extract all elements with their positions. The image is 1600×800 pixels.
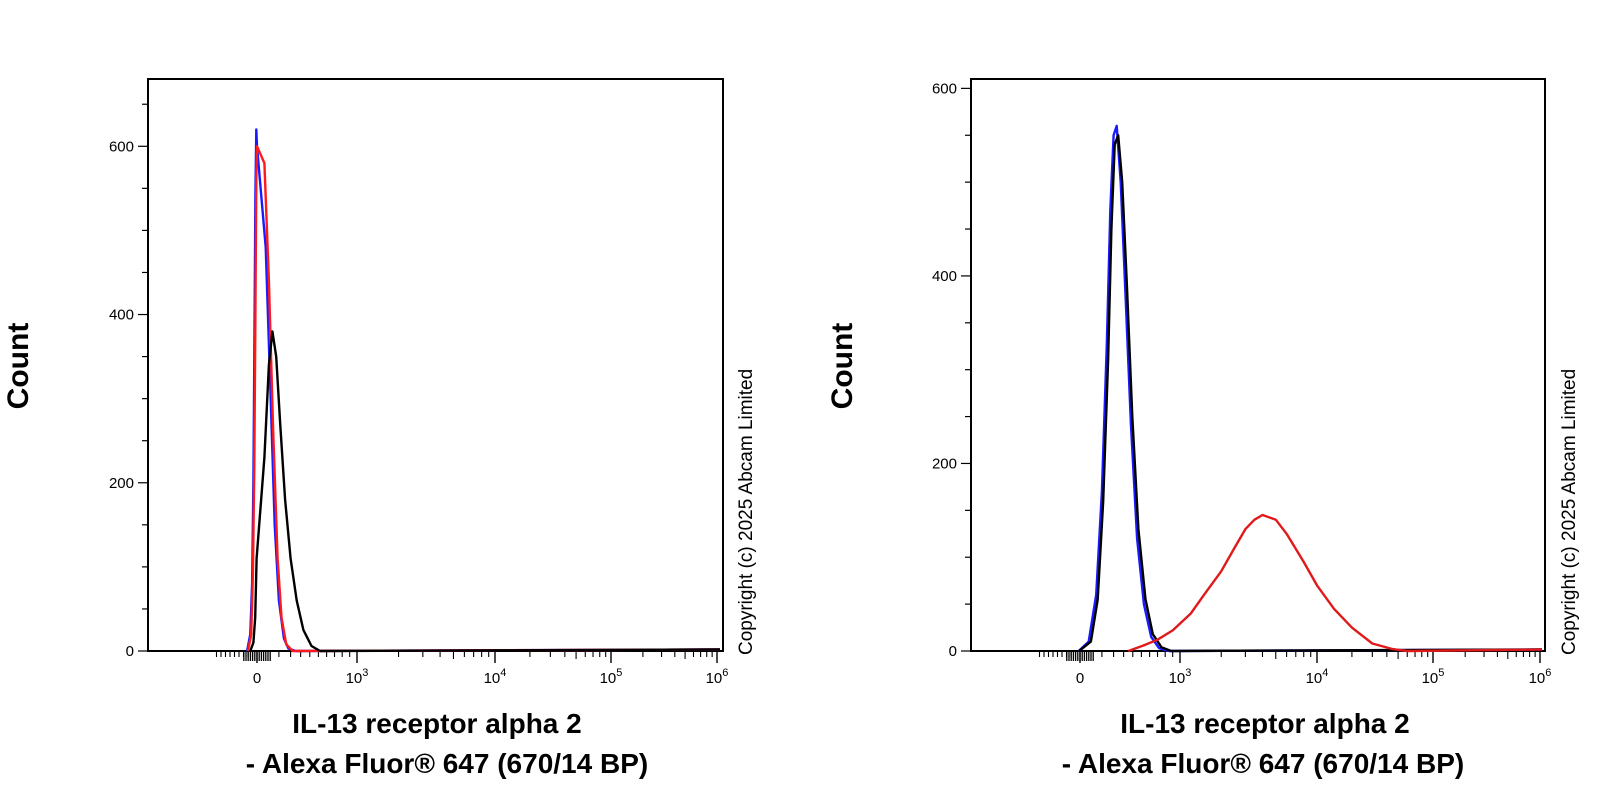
x-tick-exponent: 5 <box>1438 667 1444 679</box>
plot-frame <box>147 78 724 652</box>
x-tick-exponent: 4 <box>1322 667 1328 679</box>
x-tick-label: 106 <box>706 667 729 687</box>
histogram-panel-right: 0 200 400 600 0 103 104 105 106 Count IL-13 recept… <box>826 78 1580 779</box>
x-tick-label: 106 <box>1529 667 1552 687</box>
x-tick-label: 104 <box>1306 667 1329 687</box>
y-tick-label: 0 <box>949 643 957 660</box>
x-axis-label-line1: IL-13 receptor alpha 2 <box>1120 708 1409 739</box>
y-axis-label: Count <box>826 323 859 410</box>
histogram-panel-left: 0 200 400 600 0 103 104 105 106 Count IL-13 recept… <box>2 78 757 779</box>
y-tick-label: 400 <box>932 268 957 285</box>
x-axis-label-line2: - Alexa Fluor® 647 (670/14 BP) <box>246 748 648 779</box>
y-tick-label: 600 <box>932 80 957 97</box>
x-axis-label-line2: - Alexa Fluor® 647 (670/14 BP) <box>1062 748 1464 779</box>
copyright-notice: Copyright (c) 2025 Abcam Limited <box>736 369 757 655</box>
histogram-series-0 <box>245 128 721 653</box>
histogram-series-1 <box>1078 134 1543 653</box>
x-tick-label: 105 <box>1422 667 1445 687</box>
y-tick-label: 200 <box>932 455 957 472</box>
x-tick-exponent: 6 <box>1545 667 1551 679</box>
histogram-series-2 <box>249 330 721 653</box>
x-tick-exponent: 6 <box>722 667 728 679</box>
x-tick-exponent: 5 <box>616 667 622 679</box>
x-tick-exponent: 4 <box>500 667 506 679</box>
x-tick-label: 103 <box>346 667 369 687</box>
x-tick-label: 0 <box>253 670 261 687</box>
y-tick-label: 200 <box>109 475 134 492</box>
y-tick-label: 600 <box>109 138 134 155</box>
copyright-notice: Copyright (c) 2025 Abcam Limited <box>1559 369 1580 655</box>
x-tick-label: 104 <box>484 667 507 687</box>
x-tick-label: 105 <box>600 667 623 687</box>
y-tick-label: 0 <box>126 643 134 660</box>
x-tick-exponent: 3 <box>362 667 368 679</box>
y-tick-label: 400 <box>109 307 134 324</box>
histogram-series-2 <box>1127 513 1543 653</box>
x-tick-label: 0 <box>1076 670 1084 687</box>
x-axis-label-line1: IL-13 receptor alpha 2 <box>292 708 581 739</box>
x-tick-label: 103 <box>1169 667 1192 687</box>
y-axis-label: Count <box>2 323 35 410</box>
histogram-series-1 <box>246 145 721 653</box>
plot-frame <box>970 78 1546 652</box>
x-tick-exponent: 3 <box>1185 667 1191 679</box>
